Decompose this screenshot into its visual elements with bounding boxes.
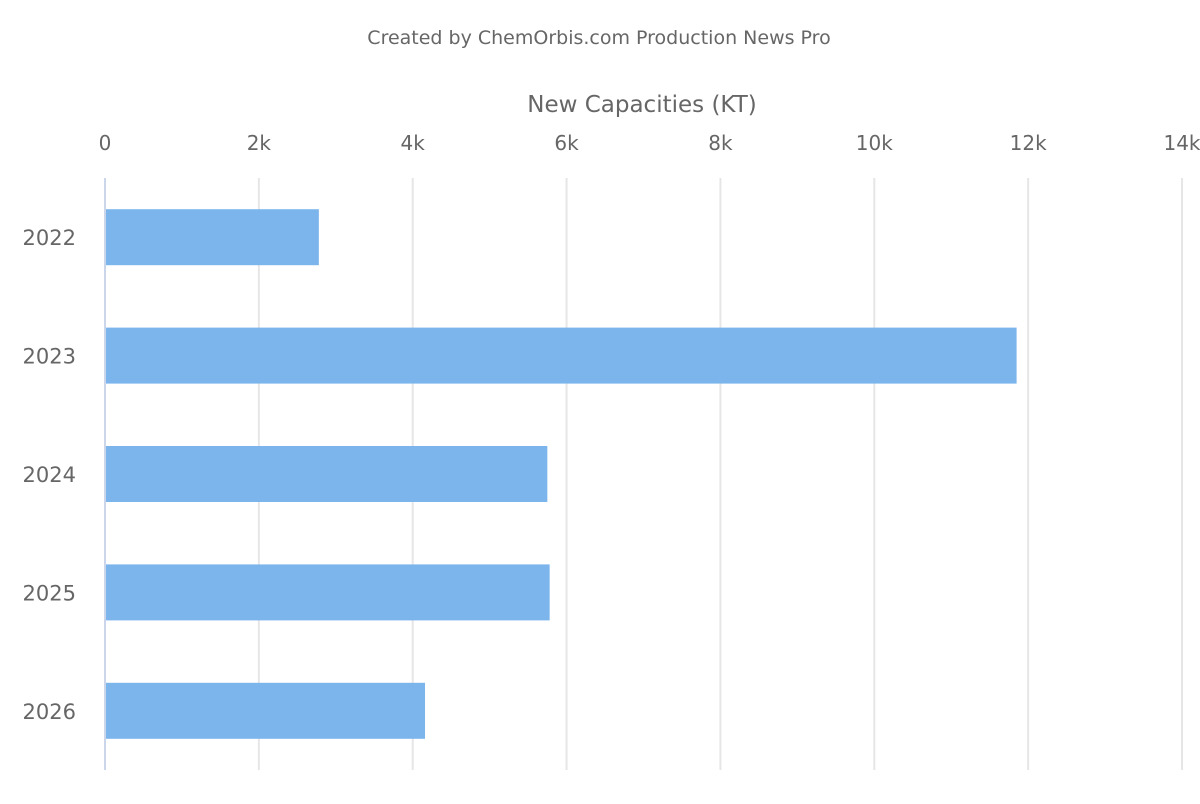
x-tick-label: 8k	[708, 131, 733, 155]
x-tick-label: 14k	[1163, 131, 1200, 155]
bars	[105, 209, 1017, 739]
bar	[105, 682, 426, 739]
x-tick-label: 10k	[856, 131, 893, 155]
x-axis-ticks: 0 2k 4k 6k 8k 10k 12k 14k	[99, 131, 1200, 155]
bar	[105, 446, 548, 502]
bar	[105, 209, 319, 266]
x-tick-label: 4k	[401, 131, 426, 155]
chart-caption: Created by ChemOrbis.com Production News…	[367, 27, 830, 49]
bar	[105, 564, 550, 621]
category-label: 2023	[23, 345, 76, 369]
x-tick-label: 6k	[554, 131, 579, 155]
x-tick-label: 2k	[247, 131, 272, 155]
gridlines	[257, 178, 1183, 770]
bar	[105, 327, 1017, 384]
category-label: 2024	[23, 463, 76, 487]
category-label: 2022	[23, 226, 76, 250]
y-axis-categories: 2022 2023 2024 2025 2026	[23, 226, 76, 724]
category-label: 2026	[23, 700, 76, 724]
x-tick-label: 0	[99, 131, 112, 155]
x-axis-title: New Capacities (KT)	[527, 92, 757, 118]
x-tick-label: 12k	[1010, 131, 1047, 155]
category-label: 2025	[23, 581, 76, 605]
